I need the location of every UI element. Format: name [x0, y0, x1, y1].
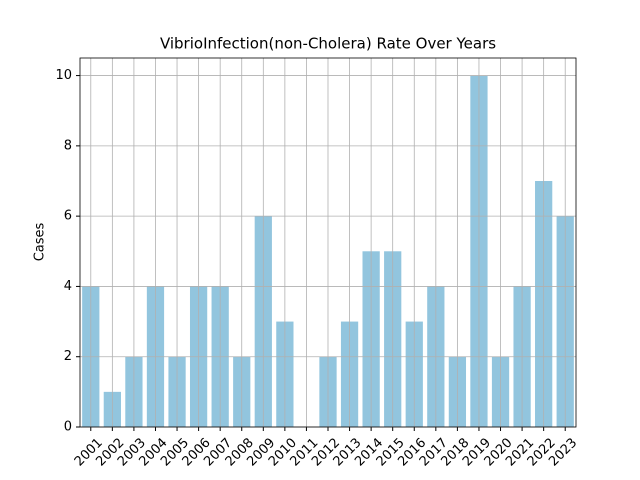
y-tick-label: 10	[55, 68, 72, 83]
y-tick-label: 6	[64, 209, 72, 224]
y-tick-label: 4	[64, 279, 72, 294]
y-axis-label: Cases	[33, 222, 48, 261]
y-tick-label: 0	[64, 420, 72, 435]
y-tick-label: 8	[64, 138, 72, 153]
y-tick-label: 2	[64, 349, 72, 364]
plot-frame	[79, 57, 577, 428]
chart-title: VibrioInfection(non-Cholera) Rate Over Y…	[160, 35, 496, 53]
